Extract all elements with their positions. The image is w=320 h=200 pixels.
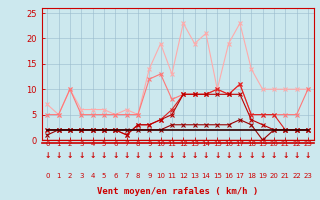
Text: 5: 5: [102, 173, 106, 179]
Text: 2: 2: [68, 173, 72, 179]
Text: ↓: ↓: [78, 152, 84, 160]
Text: ↓: ↓: [271, 152, 277, 160]
Text: ↓: ↓: [293, 152, 300, 160]
Text: ↓: ↓: [260, 152, 266, 160]
Text: ↓: ↓: [157, 152, 164, 160]
Text: 13: 13: [190, 173, 199, 179]
Text: ↓: ↓: [203, 152, 209, 160]
Text: 20: 20: [269, 173, 278, 179]
Text: ↓: ↓: [305, 152, 311, 160]
Text: 14: 14: [202, 173, 210, 179]
Text: ↓: ↓: [248, 152, 254, 160]
Text: ↓: ↓: [282, 152, 288, 160]
Text: 21: 21: [281, 173, 290, 179]
Text: ↓: ↓: [214, 152, 220, 160]
Text: ↓: ↓: [169, 152, 175, 160]
Text: ↓: ↓: [135, 152, 141, 160]
Text: ↓: ↓: [44, 152, 51, 160]
Text: 9: 9: [147, 173, 151, 179]
Text: 15: 15: [213, 173, 222, 179]
Text: 12: 12: [179, 173, 188, 179]
Text: 16: 16: [224, 173, 233, 179]
Text: ↓: ↓: [101, 152, 107, 160]
Text: ↓: ↓: [55, 152, 62, 160]
Text: 17: 17: [236, 173, 244, 179]
Text: ↓: ↓: [67, 152, 73, 160]
Text: 10: 10: [156, 173, 165, 179]
Text: 8: 8: [136, 173, 140, 179]
Text: ↓: ↓: [237, 152, 243, 160]
Text: ↓: ↓: [225, 152, 232, 160]
Text: 1: 1: [56, 173, 61, 179]
Text: ↓: ↓: [191, 152, 198, 160]
Text: ↓: ↓: [180, 152, 187, 160]
Text: 11: 11: [167, 173, 176, 179]
Text: ↓: ↓: [124, 152, 130, 160]
Text: 4: 4: [91, 173, 95, 179]
Text: 22: 22: [292, 173, 301, 179]
Text: 7: 7: [124, 173, 129, 179]
Text: ↓: ↓: [146, 152, 152, 160]
Text: Vent moyen/en rafales ( km/h ): Vent moyen/en rafales ( km/h ): [97, 188, 258, 196]
Text: ↓: ↓: [89, 152, 96, 160]
Text: 19: 19: [258, 173, 267, 179]
Text: 23: 23: [303, 173, 312, 179]
Text: 3: 3: [79, 173, 84, 179]
Text: 18: 18: [247, 173, 256, 179]
Text: ↓: ↓: [112, 152, 118, 160]
Text: 0: 0: [45, 173, 50, 179]
Text: 6: 6: [113, 173, 117, 179]
